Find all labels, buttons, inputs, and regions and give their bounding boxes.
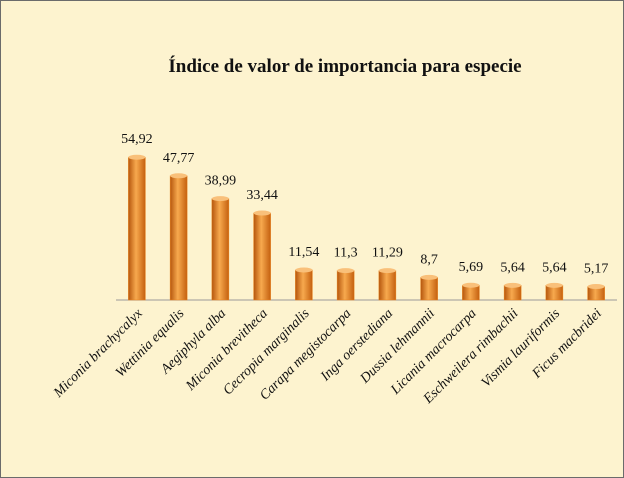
bar-cap [587,284,605,290]
bar-cap [128,154,146,160]
value-label: 47,77 [163,151,195,166]
chart-title: Índice de valor de importancia para espe… [168,55,521,77]
bar-cap [170,173,188,179]
value-label: 11,54 [288,245,319,260]
bar-cap [504,282,522,288]
bar [169,175,188,301]
bar-cap [337,268,355,274]
value-label: 54,92 [121,132,153,147]
value-label: 5,17 [584,262,609,277]
x-tick-label: Dussia lehmannii [357,306,438,387]
bar-cap [545,282,563,288]
value-label: 11,29 [372,246,403,261]
bar [253,212,271,301]
value-label: 33,44 [246,188,278,203]
bar-cap [253,210,271,216]
x-tick-label: Inga oerstediana [318,306,397,385]
value-label: 5,69 [459,260,484,275]
value-label: 5,64 [542,260,567,275]
bar-cap [378,268,396,274]
bar-cap [211,196,229,202]
bar-cap [420,274,438,280]
value-label: 8,7 [420,252,438,267]
bar-cap [462,282,480,288]
bar [420,277,438,301]
bar [378,270,397,301]
bar [336,270,355,301]
bar-cap [295,267,313,273]
bar [211,198,230,301]
bar [295,269,313,301]
value-label: 5,64 [500,260,525,275]
value-label: 38,99 [205,174,237,189]
x-tick-label: Vismia lauriformis [479,306,564,391]
bar [128,156,146,301]
value-label: 11,3 [334,246,358,261]
